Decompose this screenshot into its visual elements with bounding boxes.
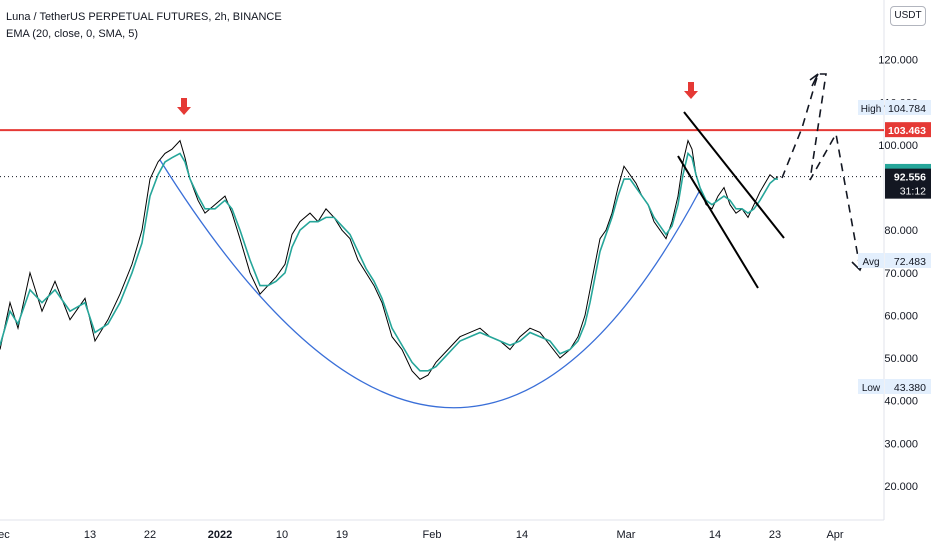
y-axis-tick-label: 60.000	[884, 310, 918, 322]
current-price-label: 92.556	[894, 172, 926, 184]
high-label-tag: High	[861, 104, 882, 115]
x-axis-tick-label: Dec	[0, 529, 10, 541]
avg-label-value-bg	[885, 253, 931, 268]
x-axis-tick-label: 14	[709, 529, 721, 541]
low-label-value: 43.380	[894, 382, 926, 394]
avg-label-value: 72.483	[894, 256, 926, 268]
x-axis-tick-label: 13	[84, 529, 96, 541]
x-axis-tick-label: 19	[336, 529, 348, 541]
y-axis-tick-label: 20.000	[884, 481, 918, 493]
ema-series-line	[0, 151, 778, 372]
y-axis-tick-label: 40.000	[884, 396, 918, 408]
y-axis-tick-label: 80.000	[884, 225, 918, 237]
cup-arc-drawing[interactable]	[159, 159, 701, 409]
projection-arrow-top	[809, 73, 819, 87]
x-axis-tick-label: Mar	[617, 529, 636, 541]
countdown-label: 31:12	[900, 186, 926, 198]
channel-upper-line[interactable]	[683, 111, 785, 239]
symbol-title[interactable]: Luna / TetherUS PERPETUAL FUTURES, 2h, B…	[6, 11, 282, 23]
resistance-price-label: 103.463	[888, 125, 926, 137]
down-arrow-icon	[177, 98, 191, 115]
y-axis-tick-label: 50.000	[884, 353, 918, 365]
x-axis-tick-label: 2022	[208, 529, 232, 541]
down-arrow-icon	[684, 82, 698, 99]
avg-label-tag-bg	[858, 253, 884, 268]
x-axis-tick-label: 14	[516, 529, 528, 541]
y-axis-tick-label: 120.000	[878, 55, 918, 67]
x-axis-tick-label: Apr	[826, 529, 843, 541]
x-axis-tick-label: 22	[144, 529, 156, 541]
current-price-bg	[885, 168, 931, 199]
y-axis-tick-label: 30.000	[884, 438, 918, 450]
price-series-line	[0, 139, 779, 380]
indicator-label[interactable]: EMA (20, close, 0, SMA, 5)	[6, 28, 139, 40]
y-axis-tick-label: 70.000	[884, 268, 918, 280]
avg-label-tag: Avg	[862, 257, 879, 268]
projection-dashed-path[interactable]	[781, 73, 861, 269]
y-axis-tick-label: 100.000	[878, 140, 918, 152]
x-axis-tick-label: Feb	[423, 529, 442, 541]
x-axis-tick-label: 23	[769, 529, 781, 541]
plot-background	[0, 0, 884, 520]
low-label-value-bg	[885, 379, 931, 394]
low-label-tag: Low	[862, 383, 881, 394]
x-axis-tick-label: 10	[276, 529, 288, 541]
high-label-tag-bg	[858, 100, 884, 115]
low-label-tag-bg	[858, 379, 884, 394]
resistance-price-label-bg	[885, 122, 931, 138]
currency-button[interactable]: USDT	[890, 6, 926, 26]
high-label-value-bg	[885, 100, 931, 115]
chart-legend: Luna / TetherUS PERPETUAL FUTURES, 2h, B…	[6, 9, 282, 43]
high-label-value: 104.784	[888, 103, 926, 115]
channel-lower-line[interactable]	[677, 155, 759, 289]
